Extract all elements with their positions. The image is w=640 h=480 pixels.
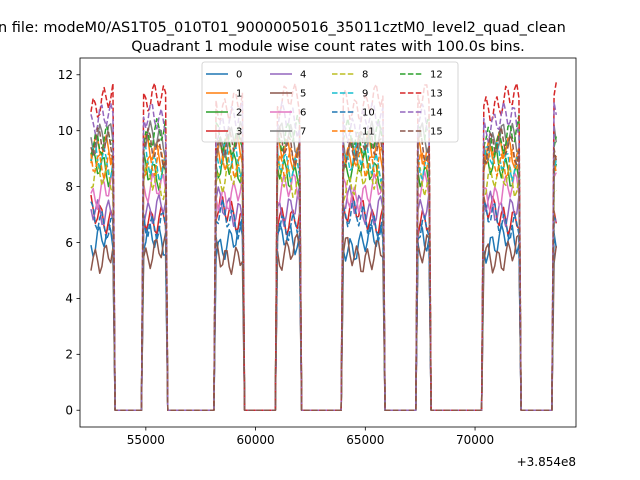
- legend-label-0: 0: [236, 70, 242, 81]
- series-layer: [90, 82, 557, 411]
- legend-label-7: 7: [300, 127, 306, 138]
- legend-label-9: 9: [362, 89, 368, 100]
- legend-label-8: 8: [362, 70, 368, 81]
- y-tick-label: 12: [58, 68, 73, 82]
- x-tick-label: 60000: [236, 433, 274, 447]
- legend-label-12: 12: [430, 70, 443, 81]
- series-line-15: [90, 126, 557, 411]
- legend-label-3: 3: [236, 127, 242, 138]
- x-tick-label: 65000: [346, 433, 384, 447]
- legend-label-11: 11: [362, 127, 375, 138]
- y-tick-label: 2: [65, 348, 73, 362]
- legend-label-2: 2: [236, 108, 242, 119]
- legend-label-5: 5: [300, 89, 306, 100]
- legend-label-6: 6: [300, 108, 306, 119]
- legend-label-1: 1: [236, 89, 242, 100]
- y-tick-label: 6: [65, 236, 73, 250]
- legend-label-15: 15: [430, 127, 443, 138]
- chart-title: Quadrant 1 module wise count rates with …: [131, 39, 525, 55]
- x-tick-label: 55000: [127, 433, 165, 447]
- y-tick-label: 8: [65, 180, 73, 194]
- suptitle: n file: modeM0/AS1T05_010T01_9000005016_…: [0, 20, 566, 36]
- legend-label-10: 10: [362, 108, 375, 119]
- x-offset-label: +3.854e8: [517, 455, 576, 469]
- y-tick-label: 0: [65, 404, 73, 418]
- legend-label-13: 13: [430, 89, 443, 100]
- x-tick-label: 70000: [456, 433, 494, 447]
- y-tick-label: 10: [58, 124, 73, 138]
- legend-label-4: 4: [300, 70, 306, 81]
- y-tick-label: 4: [65, 292, 73, 306]
- legend-frame: [201, 61, 459, 143]
- legend-label-14: 14: [430, 108, 443, 119]
